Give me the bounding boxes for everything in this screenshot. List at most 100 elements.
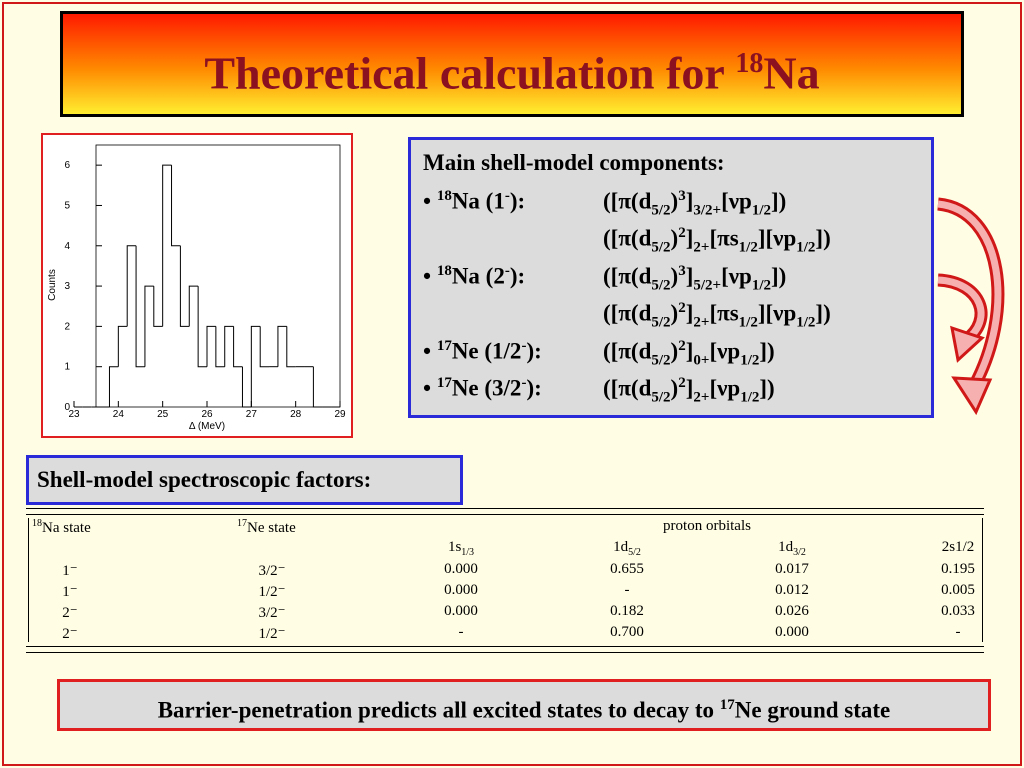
table-cell: - <box>955 624 961 640</box>
text-segment: Na (1 <box>451 188 505 214</box>
table-cell: 0.005 <box>941 582 975 598</box>
text-segment: ]) <box>771 188 787 214</box>
text-segment: ) <box>670 188 679 214</box>
text-segment: 3 <box>678 187 686 204</box>
text-segment: [νp <box>721 263 752 289</box>
text-segment: ) <box>670 263 679 289</box>
text-segment: 1d <box>778 539 794 555</box>
text-segment: 17 <box>436 375 452 391</box>
text-segment: 1/2 <box>738 314 758 331</box>
configuration: ([π(d5/2)2]2+[νp1/2]) <box>603 375 775 406</box>
table-cell: 0.000 <box>444 561 478 577</box>
rule <box>26 508 984 515</box>
histogram-bar <box>135 245 145 368</box>
title: Theoretical calculation for 18Na <box>60 11 964 117</box>
text-segment: ]) <box>759 338 775 364</box>
histogram-panel: 23 24 25 26 27 28 29 0 1 2 3 4 5 6 Δ (MeV) Counts <box>41 133 353 438</box>
table-cell: 0.017 <box>775 561 809 577</box>
text-segment: 3 <box>678 262 686 279</box>
text-segment: 17 <box>719 697 735 713</box>
text-segment: ] <box>685 300 694 326</box>
text-segment: Na (2 <box>451 263 505 289</box>
text-segment: ([π(d <box>603 225 652 251</box>
y-tick-label: 4 <box>64 241 70 252</box>
table-cell: 1s1/3 <box>448 539 474 558</box>
histogram-bar <box>197 286 207 368</box>
histogram-bar <box>215 326 225 368</box>
component-line: • 18Na (1-): ([π(d5/2)3]3/2+[νp1/2]) <box>423 188 931 226</box>
text-segment: ([π(d <box>603 300 652 326</box>
y-tick-label: 3 <box>64 281 70 292</box>
text-segment: 1/2 <box>751 276 772 293</box>
text-segment: Na state <box>42 520 91 536</box>
components-heading: Main shell-model components: <box>423 150 725 175</box>
text-segment: 3/2+ <box>693 201 722 218</box>
text-segment: 2+ <box>693 314 710 331</box>
text-segment: ): <box>526 338 542 364</box>
text-segment: 2+ <box>693 239 710 256</box>
text-segment: [νp <box>721 188 752 214</box>
histogram-bar <box>162 164 172 327</box>
text-segment: 18 <box>436 187 452 204</box>
text-segment: [πs <box>709 300 739 326</box>
text-segment: 1/3 <box>461 547 475 558</box>
text-segment: 0+ <box>693 351 710 368</box>
text-segment: ][νp <box>757 300 797 326</box>
text-segment: ) <box>670 225 679 251</box>
table-cell: 17Ne state <box>237 518 296 537</box>
text-segment: [νp <box>709 375 741 401</box>
arrow <box>937 276 985 343</box>
text-segment: 1/2 <box>796 239 816 256</box>
text-segment: proton orbitals <box>663 518 751 534</box>
table-cell: 1⁻ <box>62 563 78 579</box>
table-cell: 2⁻ <box>62 605 78 621</box>
table-cell: 0.195 <box>941 561 975 577</box>
text-segment: ([π(d <box>603 188 652 214</box>
table-cell: 1d5/2 <box>613 539 641 558</box>
histogram-bar <box>179 245 190 327</box>
x-tick-label: 27 <box>246 409 258 420</box>
text-segment: • <box>423 338 437 364</box>
histogram-bar <box>233 326 243 368</box>
text-segment: 1/2 <box>738 239 758 256</box>
histogram-bar <box>126 245 137 327</box>
text-segment: 5/2+ <box>693 276 722 293</box>
histogram-bar <box>108 366 119 407</box>
table-cell: 1⁻ <box>62 584 78 600</box>
table-cell: 0.000 <box>444 603 478 619</box>
text-segment: 5/2 <box>651 351 671 368</box>
text-segment: 5/2 <box>651 314 671 331</box>
y-tick-label: 6 <box>64 160 70 171</box>
text-segment: - <box>521 337 527 354</box>
plot-frame <box>95 144 341 408</box>
x-tick-label: 26 <box>201 409 213 420</box>
y-tick-label: 1 <box>64 362 70 373</box>
table-cell: 0.182 <box>610 603 644 619</box>
histogram-bar <box>153 286 163 327</box>
text-segment: • <box>423 263 437 289</box>
text-segment: 2 <box>678 337 686 354</box>
text-segment: 3/2 <box>793 547 806 558</box>
rule <box>982 518 983 642</box>
component-line: • 17Ne (3/2-): ([π(d5/2)2]2+[νp1/2]) <box>423 375 931 413</box>
text-segment: 1/2 <box>740 351 760 368</box>
histogram-bar <box>277 325 287 367</box>
text-segment: ] <box>685 263 694 289</box>
text-segment: • <box>423 375 437 401</box>
text-segment: Ne (1/2 <box>451 338 522 364</box>
y-tick-label: 0 <box>64 402 70 413</box>
x-axis-label: Δ (MeV) <box>189 421 225 432</box>
x-tick-label: 23 <box>68 409 80 420</box>
text-segment: - <box>504 262 510 279</box>
text-segment: 1s <box>447 539 462 555</box>
text-segment: ([π(d <box>603 338 652 364</box>
text-segment: Ne (3/2 <box>451 375 522 401</box>
histogram-bar <box>312 366 323 408</box>
table-cell: - <box>624 582 630 598</box>
text-segment: [νp <box>709 338 741 364</box>
text-segment: ) <box>670 338 679 364</box>
text-segment: ]) <box>771 263 787 289</box>
text-segment: ] <box>685 188 694 214</box>
